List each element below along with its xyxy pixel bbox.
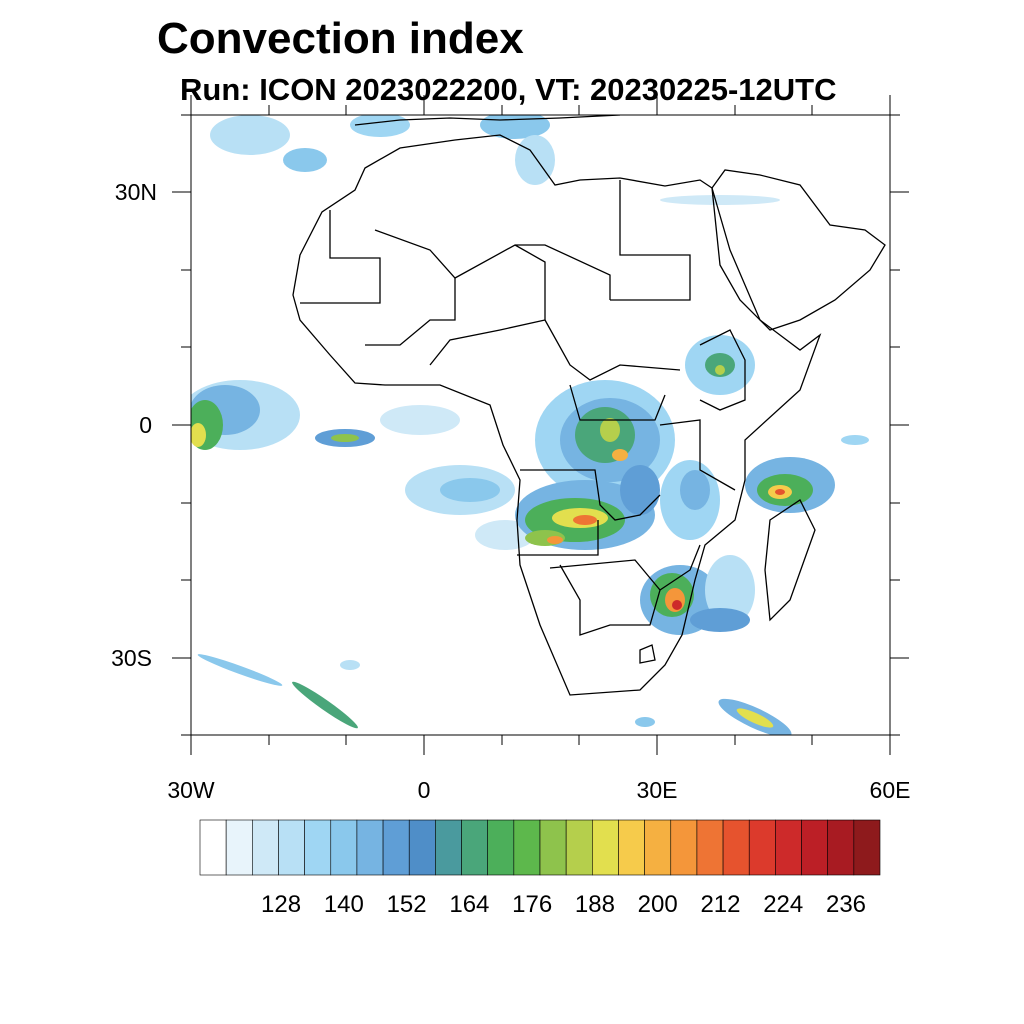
colorbar-swatch [644, 819, 672, 876]
colorbar-swatch [330, 819, 358, 876]
colorbar-swatch [513, 819, 541, 876]
colorbar-label: 152 [387, 891, 427, 918]
colorbar-swatch [592, 819, 619, 876]
colorbar-label: 188 [575, 891, 615, 918]
colorbar-swatch [618, 819, 645, 876]
page-title: Convection index [157, 14, 524, 63]
lat-label-0: 0 [139, 412, 152, 438]
lat-label-30n: 30N [115, 179, 157, 205]
colorbar-label: 164 [449, 891, 489, 918]
colorbar-swatch [670, 819, 698, 876]
colorbar-swatch [775, 819, 802, 876]
colorbar-label: 140 [324, 891, 364, 918]
coastlines [292, 115, 886, 696]
colorbar-swatch [853, 819, 881, 876]
lon-label-30w: 30W [167, 777, 215, 803]
colorbar-label: 212 [700, 891, 740, 918]
lon-label-0: 0 [418, 777, 431, 803]
colorbar-swatch [304, 819, 332, 876]
lat-label-30s: 30S [111, 645, 152, 671]
colorbar-swatch [748, 819, 776, 876]
colorbar-swatch [252, 819, 279, 876]
colorbar-swatch [487, 819, 515, 876]
colorbar-swatch [382, 819, 410, 876]
colorbar-label: 176 [512, 891, 552, 918]
colorbar-swatch [722, 819, 750, 876]
colorbar-label: 128 [261, 891, 301, 918]
colorbar-swatch [801, 819, 828, 876]
colorbar-swatch [435, 819, 462, 876]
colorbar-swatch [827, 819, 855, 876]
map-frame [172, 95, 909, 755]
page-subtitle: Run: ICON 2023022200, VT: 20230225-12UTC [180, 72, 837, 107]
colorbar-label: 200 [638, 891, 678, 918]
colorbar-swatch [356, 819, 384, 876]
lon-label-30e: 30E [637, 777, 678, 803]
colorbar-swatch [225, 819, 253, 876]
lon-label-60e: 60E [870, 777, 911, 803]
colorbar-label: 224 [763, 891, 803, 918]
colorbar-swatch [461, 819, 488, 876]
colorbar [199, 819, 881, 876]
colorbar-swatch [408, 819, 436, 876]
colorbar-swatch [696, 819, 724, 876]
convection-field [191, 115, 869, 735]
colorbar-swatch [565, 819, 593, 876]
colorbar-labels: 128 140 152 164 176 188 200 212 224 236 [261, 891, 866, 918]
colorbar-swatch [539, 819, 567, 876]
colorbar-swatch [278, 819, 305, 876]
colorbar-swatch [199, 819, 227, 876]
colorbar-label: 236 [826, 891, 866, 918]
